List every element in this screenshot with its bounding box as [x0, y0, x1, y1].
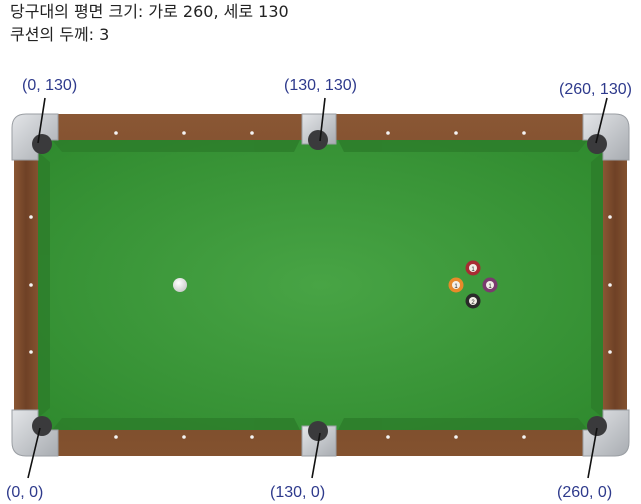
cushion-thickness-text: 쿠션의 두께: 3	[10, 25, 110, 44]
leader-lines	[27, 97, 608, 479]
pocket-top-left	[32, 134, 52, 154]
rail-diamonds	[29, 131, 612, 439]
pocket-bottom-middle	[308, 421, 328, 441]
pocket-bottom-right	[587, 416, 607, 436]
pocket-bottom-left	[32, 416, 52, 436]
label-top-middle: (130, 130)	[284, 77, 357, 94]
label-bottom-middle: (130, 0)	[270, 484, 325, 501]
label-bottom-right: (260, 0)	[557, 484, 612, 501]
balls: 1 1 1 2	[173, 260, 498, 309]
cushions	[38, 140, 603, 430]
ball-left: 1	[448, 277, 464, 293]
cue-ball	[173, 278, 187, 292]
svg-text:1: 1	[471, 267, 475, 273]
label-top-right: (260, 130)	[559, 81, 632, 98]
svg-text:1: 1	[454, 284, 458, 290]
coordinate-labels: (0, 130) (130, 130) (260, 130) (0, 0) (1…	[6, 77, 632, 501]
label-top-left: (0, 130)	[22, 77, 77, 94]
pocket-top-middle	[308, 130, 328, 150]
label-bottom-left: (0, 0)	[6, 484, 43, 501]
svg-text:1: 1	[488, 284, 492, 290]
table-size-text: 당구대의 평면 크기: 가로 260, 세로 130	[10, 2, 289, 21]
pocket-top-right	[587, 134, 607, 154]
ball-bottom: 2	[465, 293, 481, 309]
pockets	[32, 130, 607, 441]
header-text: 당구대의 평면 크기: 가로 260, 세로 130 쿠션의 두께: 3	[10, 0, 289, 46]
table-felt	[38, 140, 603, 430]
ball-top: 1	[465, 260, 481, 276]
svg-text:2: 2	[471, 300, 475, 306]
ball-right: 1	[482, 277, 498, 293]
